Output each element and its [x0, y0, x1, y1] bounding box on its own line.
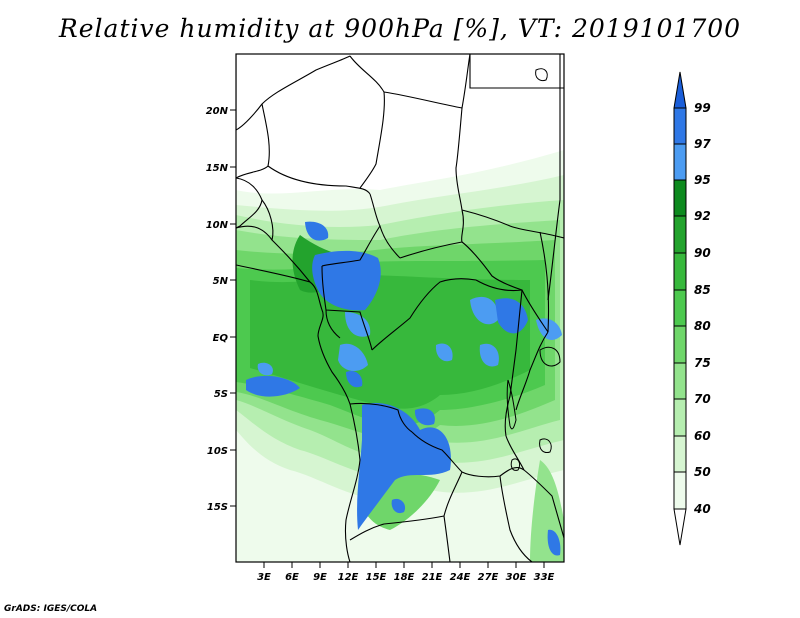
colorbar-bin [673, 398, 687, 437]
lon-label: 12E [338, 572, 359, 583]
lon-label: 30E [506, 572, 527, 583]
colorbar-label: 40 [693, 502, 711, 516]
colorbar-bin [673, 252, 687, 291]
colorbar-label: 97 [694, 137, 711, 151]
lon-label: 27E [478, 572, 499, 583]
colorbar-bin [673, 107, 687, 145]
colorbar-labels: 99 97 95 92 90 85 80 75 70 60 50 40 [693, 101, 711, 516]
colorbar-label: 50 [694, 465, 711, 479]
colorbar-bottom-arrow [673, 508, 687, 546]
colorbar-bin [673, 215, 687, 254]
lat-label: 5N [213, 276, 229, 287]
map-panel: 20N 15N 10N 5N EQ 5S 10S 15S 3E 6E 9E 12… [206, 53, 565, 583]
lat-labels: 20N 15N 10N 5N EQ 5S 10S 15S [206, 106, 229, 513]
colorbar-bin [673, 362, 687, 400]
lon-label: 21E [422, 572, 443, 583]
lat-label: 10N [206, 220, 229, 231]
lon-label: 33E [534, 572, 555, 583]
lon-label: 6E [285, 572, 299, 583]
lat-label: 10S [207, 446, 228, 457]
colorbar-bin [673, 179, 687, 217]
lat-label: 5S [214, 389, 228, 400]
colorbar-label: 92 [694, 209, 711, 223]
colorbar-label: 60 [694, 429, 711, 443]
colorbar-label: 95 [694, 173, 711, 187]
colorbar-bin [673, 325, 687, 364]
colorbar-label: 75 [694, 356, 711, 370]
map-frame [235, 53, 565, 563]
colorbar-label: 80 [694, 319, 711, 333]
lakes [506, 68, 561, 471]
lon-label: 3E [257, 572, 271, 583]
lat-label: 20N [206, 106, 229, 117]
colorbar-label: 85 [694, 283, 711, 297]
colorbar-bin [673, 289, 687, 327]
lat-label: 15N [206, 163, 229, 174]
lon-label: 15E [366, 572, 387, 583]
colorbar [673, 71, 687, 546]
map-title: Relative humidity at 900hPa [%], VT: 201… [58, 14, 742, 43]
colorbar-label: 90 [694, 246, 711, 260]
lon-label: 18E [394, 572, 415, 583]
colorbar-label: 70 [694, 392, 711, 406]
colorbar-bin [673, 435, 687, 473]
axis-ticks [230, 109, 545, 568]
lon-labels: 3E 6E 9E 12E 15E 18E 21E 24E 27E 30E 33E [257, 572, 554, 583]
country-borders [236, 54, 564, 562]
software-credit: GrADS: IGES/COLA [4, 604, 98, 614]
colorbar-bin [673, 471, 687, 510]
colorbar-bin [673, 143, 687, 181]
lon-label: 9E [313, 572, 327, 583]
colorbar-label: 99 [694, 101, 711, 115]
lat-label: 15S [207, 502, 228, 513]
lat-label: EQ [213, 333, 229, 344]
colorbar-top-arrow [673, 71, 687, 109]
humidity-field [236, 150, 564, 562]
lon-label: 24E [450, 572, 471, 583]
